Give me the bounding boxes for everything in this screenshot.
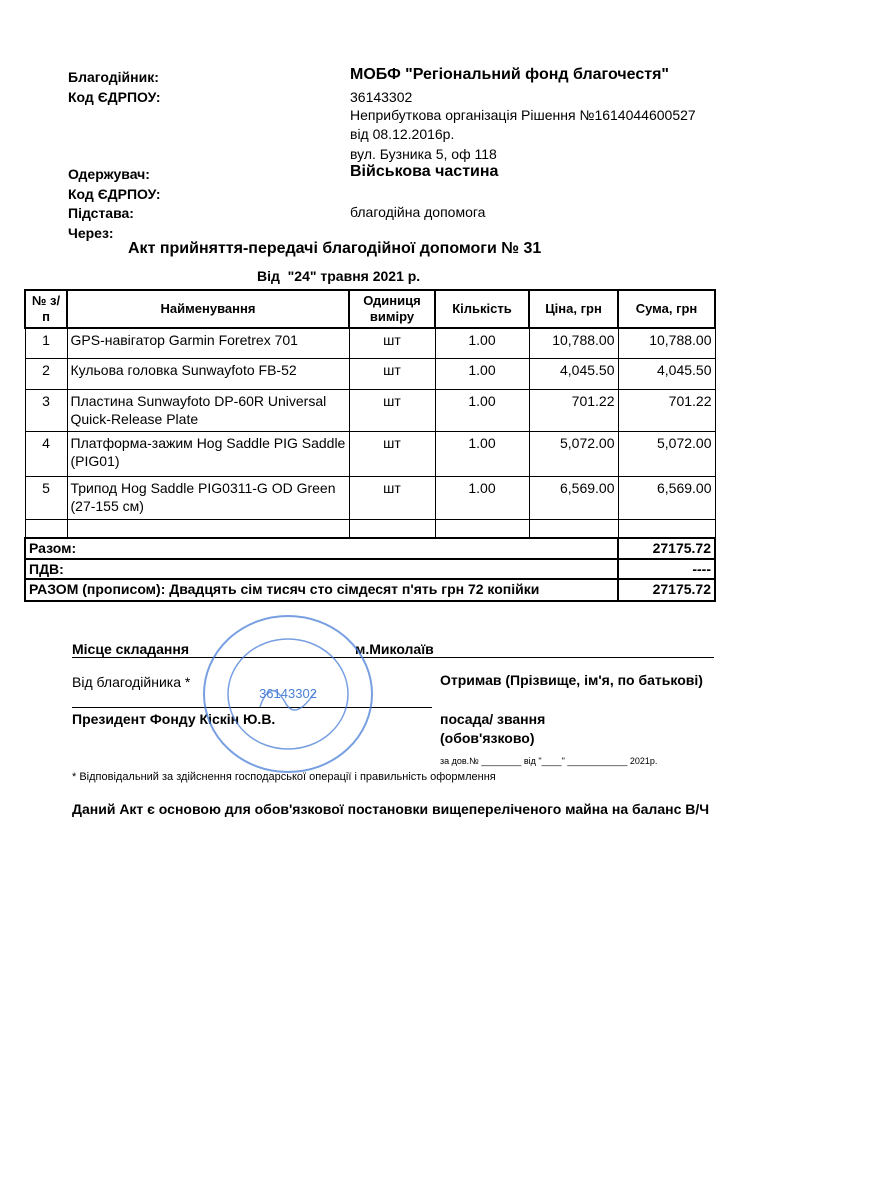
summary-label: РАЗОМ (прописом): Двадцять сім тисяч сто… xyxy=(24,578,619,602)
president: Президент Фонду Кіскін Ю.В. xyxy=(72,711,276,727)
cell xyxy=(66,518,350,539)
org-line: вул. Бузника 5, оф 118 xyxy=(350,146,497,162)
cell: 2 xyxy=(24,357,68,390)
item-row: 5 Трипод Hog Saddle PIG0311-G OD Green (2… xyxy=(24,475,716,520)
cell: 5,072.00 xyxy=(528,430,619,477)
summary-value: 27175.72 xyxy=(617,578,716,602)
cell xyxy=(24,518,68,539)
org-line: Неприбуткова організація Рішення №161404… xyxy=(350,107,696,123)
cell: 5,072.00 xyxy=(617,430,716,477)
position: посада/ звання xyxy=(440,711,546,727)
recipient-label: Одержувач: xyxy=(68,166,150,182)
cell: 10,788.00 xyxy=(528,327,619,359)
cell: 1 xyxy=(24,327,68,359)
code-label: Код ЄДРПОУ: xyxy=(68,89,161,105)
cell: 3 xyxy=(24,388,68,432)
footnote: * Відповідальний за здійснення господарс… xyxy=(72,771,496,783)
cell: шт xyxy=(348,327,436,359)
cell xyxy=(617,518,716,539)
cell: 1.00 xyxy=(434,475,530,520)
rule xyxy=(72,657,714,658)
cell xyxy=(434,518,530,539)
summary-value: ---- xyxy=(617,558,716,580)
cell: 5 xyxy=(24,475,68,520)
place-label: Місце складання xyxy=(72,641,190,657)
column-header: Сума, грн xyxy=(617,289,716,329)
column-header: Ціна, грн xyxy=(528,289,619,329)
cell: 4,045.50 xyxy=(617,357,716,390)
cell: 1.00 xyxy=(434,430,530,477)
cell: 1.00 xyxy=(434,327,530,359)
title: Акт прийняття-передачі благодійної допом… xyxy=(128,240,542,257)
cell: Платформа-зажим Hog Saddle PIG Saddle (P… xyxy=(66,430,350,477)
place: м.Миколаїв xyxy=(355,641,434,657)
cell: 4,045.50 xyxy=(528,357,619,390)
donor-label: Благодійник: xyxy=(68,69,159,85)
summary-row: РАЗОМ (прописом): Двадцять сім тисяч сто… xyxy=(24,578,716,602)
basis: благодійна допомога xyxy=(350,204,486,220)
summary-row: ПДВ: ---- xyxy=(24,558,716,580)
item-row: 2 Кульова головка Sunwayfoto FB-52 шт 1.00 4… xyxy=(24,357,716,390)
from-donor: Від благодійника * xyxy=(72,674,191,690)
item-row: 3 Пластина Sunwayfoto DP-60R Universal Qu… xyxy=(24,388,716,432)
cell: Кульова головка Sunwayfoto FB-52 xyxy=(66,357,350,390)
column-header: Кількість xyxy=(434,289,530,329)
cell: 701.22 xyxy=(617,388,716,432)
column-header: Одиниця виміру xyxy=(348,289,436,329)
rule xyxy=(72,707,432,708)
cell: 1.00 xyxy=(434,357,530,390)
cell: 4 xyxy=(24,430,68,477)
cell: 10,788.00 xyxy=(617,327,716,359)
recipient: Військова частина xyxy=(350,163,499,180)
received: Отримав (Прізвище, ім'я, по батькові) xyxy=(440,672,703,688)
stamp: 36143302 xyxy=(203,615,373,773)
cell: 6,569.00 xyxy=(528,475,619,520)
proxy: за дов.№ ________ від "____" ___________… xyxy=(440,756,658,766)
mandatory: (обов'язково) xyxy=(440,730,535,746)
empty-row xyxy=(24,518,716,539)
item-row: 1 GPS-навігатор Garmin Foretrex 701 шт 1.00… xyxy=(24,327,716,359)
summary-row: Разом: 27175.72 xyxy=(24,537,716,560)
donor: МОБФ "Регіональний фонд благочестя" xyxy=(350,66,669,83)
cell: 6,569.00 xyxy=(617,475,716,520)
stamp-code: 36143302 xyxy=(259,686,317,701)
cell: Пластина Sunwayfoto DP-60R Universal Qui… xyxy=(66,388,350,432)
cell: шт xyxy=(348,430,436,477)
header-row: № з/п Найменування Одиниця виміру Кількість… xyxy=(24,289,716,329)
conclusion: Даний Акт є основою для обов'язкової пос… xyxy=(72,801,710,817)
cell: шт xyxy=(348,357,436,390)
summary-label: Разом: xyxy=(24,537,619,560)
summary-label: ПДВ: xyxy=(24,558,619,580)
cell: шт xyxy=(348,388,436,432)
cell xyxy=(528,518,619,539)
cell xyxy=(348,518,436,539)
stamp-rings xyxy=(203,615,373,773)
basis-label: Підстава: xyxy=(68,205,134,221)
cell: 701.22 xyxy=(528,388,619,432)
date: Від "24" травня 2021 р. xyxy=(257,268,421,284)
item-row: 4 Платформа-зажим Hog Saddle PIG Saddle (… xyxy=(24,430,716,477)
cell: шт xyxy=(348,475,436,520)
recipient-code-label: Код ЄДРПОУ: xyxy=(68,186,161,202)
cell: GPS-навігатор Garmin Foretrex 701 xyxy=(66,327,350,359)
org-line: від 08.12.2016р. xyxy=(350,126,455,142)
via-label: Через: xyxy=(68,225,114,241)
items-table: № з/п Найменування Одиниця виміру Кількість… xyxy=(24,289,716,602)
summary-value: 27175.72 xyxy=(617,537,716,560)
cell: 1.00 xyxy=(434,388,530,432)
code: 36143302 xyxy=(350,89,413,105)
cell: Трипод Hog Saddle PIG0311-G OD Green (27… xyxy=(66,475,350,520)
column-header: № з/п xyxy=(24,289,68,329)
column-header: Найменування xyxy=(66,289,350,329)
